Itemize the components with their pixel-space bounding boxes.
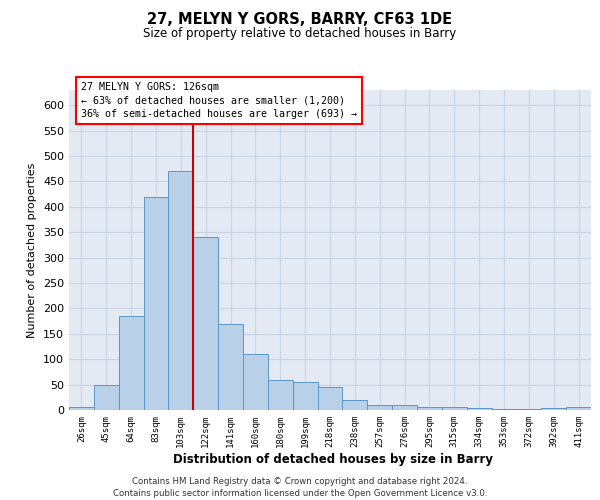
Bar <box>517 409 541 410</box>
Bar <box>367 405 392 410</box>
Bar <box>143 196 169 410</box>
Bar <box>392 405 417 410</box>
Text: 27, MELYN Y GORS, BARRY, CF63 1DE: 27, MELYN Y GORS, BARRY, CF63 1DE <box>148 12 452 28</box>
Text: Contains public sector information licensed under the Open Government Licence v3: Contains public sector information licen… <box>113 489 487 498</box>
Bar <box>467 408 491 410</box>
Bar <box>193 238 218 410</box>
Bar <box>268 380 293 410</box>
Bar <box>69 408 94 410</box>
Bar <box>169 172 193 410</box>
Bar <box>417 408 442 410</box>
Bar <box>119 316 143 410</box>
Bar <box>343 400 367 410</box>
Text: Contains HM Land Registry data © Crown copyright and database right 2024.: Contains HM Land Registry data © Crown c… <box>132 478 468 486</box>
Bar <box>541 408 566 410</box>
Bar <box>94 384 119 410</box>
Bar <box>218 324 243 410</box>
Text: Distribution of detached houses by size in Barry: Distribution of detached houses by size … <box>173 452 493 466</box>
Bar <box>491 409 517 410</box>
Bar <box>442 408 467 410</box>
Text: Size of property relative to detached houses in Barry: Size of property relative to detached ho… <box>143 28 457 40</box>
Text: 27 MELYN Y GORS: 126sqm
← 63% of detached houses are smaller (1,200)
36% of semi: 27 MELYN Y GORS: 126sqm ← 63% of detache… <box>81 82 357 119</box>
Bar <box>317 387 343 410</box>
Bar <box>293 382 317 410</box>
Y-axis label: Number of detached properties: Number of detached properties <box>28 162 37 338</box>
Bar <box>243 354 268 410</box>
Bar <box>566 408 591 410</box>
